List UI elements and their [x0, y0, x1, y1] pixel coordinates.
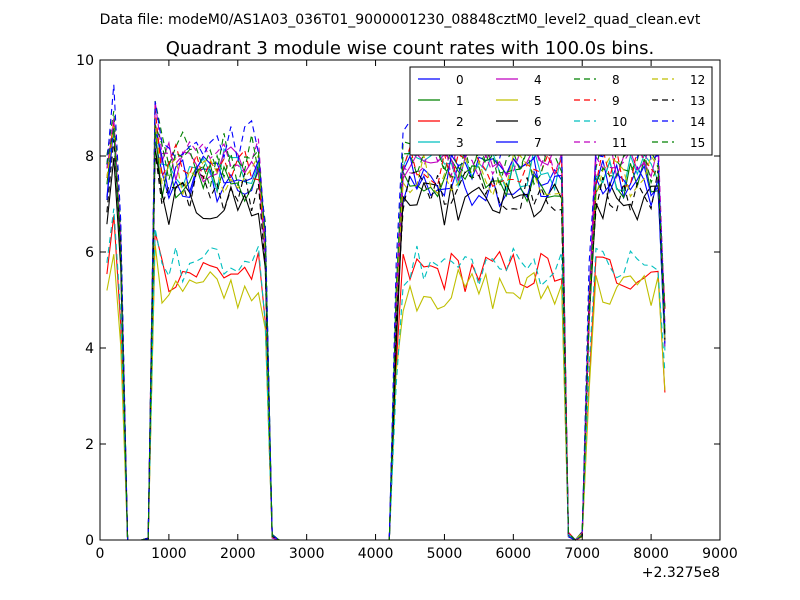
y-tick-label: 2	[85, 437, 94, 453]
x-offset-label: +2.3275e8	[642, 565, 720, 581]
y-tick-label: 0	[85, 533, 94, 549]
series-line-10	[106, 208, 666, 541]
legend-label-12: 12	[690, 73, 705, 87]
x-tick-label: 2000	[220, 546, 256, 562]
legend-label-9: 9	[612, 94, 620, 108]
x-tick-label: 8000	[633, 546, 669, 562]
legend-label-6: 6	[534, 115, 542, 129]
legend-label-13: 13	[690, 94, 705, 108]
series-line-13	[106, 139, 666, 541]
legend-label-3: 3	[456, 136, 464, 150]
chart-title: Quadrant 3 module wise count rates with …	[166, 38, 655, 59]
x-tick-label: 0	[96, 546, 105, 562]
legend-label-0: 0	[456, 73, 464, 87]
series-line-7	[106, 125, 666, 541]
legend-label-5: 5	[534, 94, 542, 108]
x-axis: 0 1000 2000 3000 4000 5000 6000 7000 8000 9000	[96, 60, 738, 562]
legend-label-8: 8	[612, 73, 620, 87]
legend-label-14: 14	[690, 115, 705, 129]
series-line-2	[106, 215, 666, 541]
series-line-4	[106, 122, 666, 541]
series-line-3	[106, 123, 666, 541]
y-tick-label: 8	[85, 149, 94, 165]
y-tick-label: 4	[85, 341, 94, 357]
legend-label-1: 1	[456, 94, 464, 108]
x-tick-label: 9000	[702, 546, 738, 562]
x-tick-label: 4000	[358, 546, 394, 562]
series-line-5	[106, 244, 666, 541]
series-line-12	[106, 121, 666, 541]
series-line-15	[106, 124, 666, 541]
legend-label-4: 4	[534, 73, 542, 87]
x-tick-label: 5000	[427, 546, 463, 562]
legend-label-15: 15	[690, 136, 705, 150]
x-tick-label: 6000	[496, 546, 532, 562]
chart-suptitle: Data file: modeM0/AS1A03_036T01_90000012…	[100, 12, 701, 28]
x-tick-label: 7000	[564, 546, 600, 562]
legend-label-11: 11	[612, 136, 627, 150]
series-line-9	[106, 107, 666, 541]
legend-frame	[409, 66, 713, 156]
legend-label-7: 7	[534, 136, 542, 150]
y-tick-label: 10	[76, 53, 94, 69]
plot-frame	[99, 59, 721, 541]
legend-label-2: 2	[456, 115, 464, 129]
legend-label-10: 10	[612, 115, 627, 129]
x-tick-label: 1000	[151, 546, 187, 562]
x-tick-label: 3000	[289, 546, 325, 562]
series-line-6	[106, 147, 666, 541]
y-tick-label: 6	[85, 245, 94, 261]
